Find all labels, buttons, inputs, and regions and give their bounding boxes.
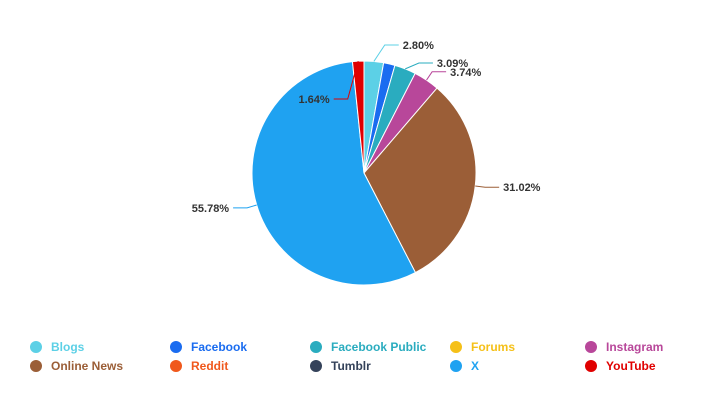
- chart-legend: Blogs Facebook Facebook Public Forums Instag…: [30, 340, 710, 378]
- legend-row: Online News Reddit Tumblr X YouTube: [30, 359, 710, 378]
- pie-slice-youtube[interactable]: [351, 60, 365, 174]
- connector-facebook-public: [405, 62, 433, 70]
- data-label-x: 55.78%: [192, 203, 230, 215]
- legend-swatch-icon: [310, 341, 322, 353]
- legend-swatch-icon: [30, 341, 42, 353]
- connector-blogs: [373, 44, 399, 62]
- legend-swatch-icon: [310, 360, 322, 372]
- legend-swatch-icon: [450, 341, 462, 353]
- legend-swatch-icon: [585, 341, 597, 353]
- legend-label: Tumblr: [331, 359, 371, 373]
- legend-swatch-icon: [30, 360, 42, 372]
- connector-instagram: [426, 71, 447, 81]
- legend-label: YouTube: [606, 359, 656, 373]
- connector-online-news: [475, 185, 500, 188]
- connector-youtube: [333, 61, 359, 100]
- legend-label: X: [471, 359, 480, 373]
- data-label-online-news: 31.02%: [503, 182, 541, 194]
- pie-data-labels: 2.80%3.09%3.74% 31.02% 55.78% 1.64%: [192, 40, 541, 215]
- connector-x: [233, 204, 257, 209]
- legend-label: Blogs: [51, 340, 85, 354]
- legend-item-blogs[interactable]: Blogs: [30, 340, 84, 354]
- legend-swatch-icon: [585, 360, 597, 372]
- legend-item-instagram[interactable]: Instagram: [585, 340, 663, 354]
- legend-item-forums[interactable]: Forums: [450, 340, 515, 354]
- legend-swatch-icon: [170, 341, 182, 353]
- legend-item-facebook-public[interactable]: Facebook Public: [310, 340, 426, 354]
- legend-item-reddit[interactable]: Reddit: [170, 359, 228, 373]
- legend-item-facebook[interactable]: Facebook: [170, 340, 247, 354]
- legend-label: Facebook: [191, 340, 248, 354]
- legend-item-youtube[interactable]: YouTube: [585, 359, 656, 373]
- legend-row: Blogs Facebook Facebook Public Forums Instag…: [30, 340, 710, 359]
- legend-label: Online News: [51, 359, 124, 373]
- legend-item-x[interactable]: X: [450, 359, 479, 373]
- legend-swatch-icon: [450, 360, 462, 372]
- legend-label: Reddit: [191, 359, 229, 373]
- pie-slices: [251, 60, 477, 286]
- data-label-youtube: 1.64%: [298, 94, 329, 106]
- data-label-blogs: 2.80%: [403, 40, 434, 52]
- pie-slice-x[interactable]: [251, 61, 417, 286]
- legend-label: Facebook Public: [331, 340, 427, 354]
- data-label-instagram: 3.74%: [450, 67, 481, 79]
- legend-swatch-icon: [170, 360, 182, 372]
- legend-label: Instagram: [606, 340, 664, 354]
- legend-item-online-news[interactable]: Online News: [30, 359, 123, 373]
- legend-item-tumblr[interactable]: Tumblr: [310, 359, 371, 373]
- legend-label: Forums: [471, 340, 516, 354]
- pie-chart-canvas: 2.80%3.09%3.74% 31.02% 55.78% 1.64%: [192, 40, 541, 286]
- data-label-facebook-public: 3.09%: [437, 58, 468, 70]
